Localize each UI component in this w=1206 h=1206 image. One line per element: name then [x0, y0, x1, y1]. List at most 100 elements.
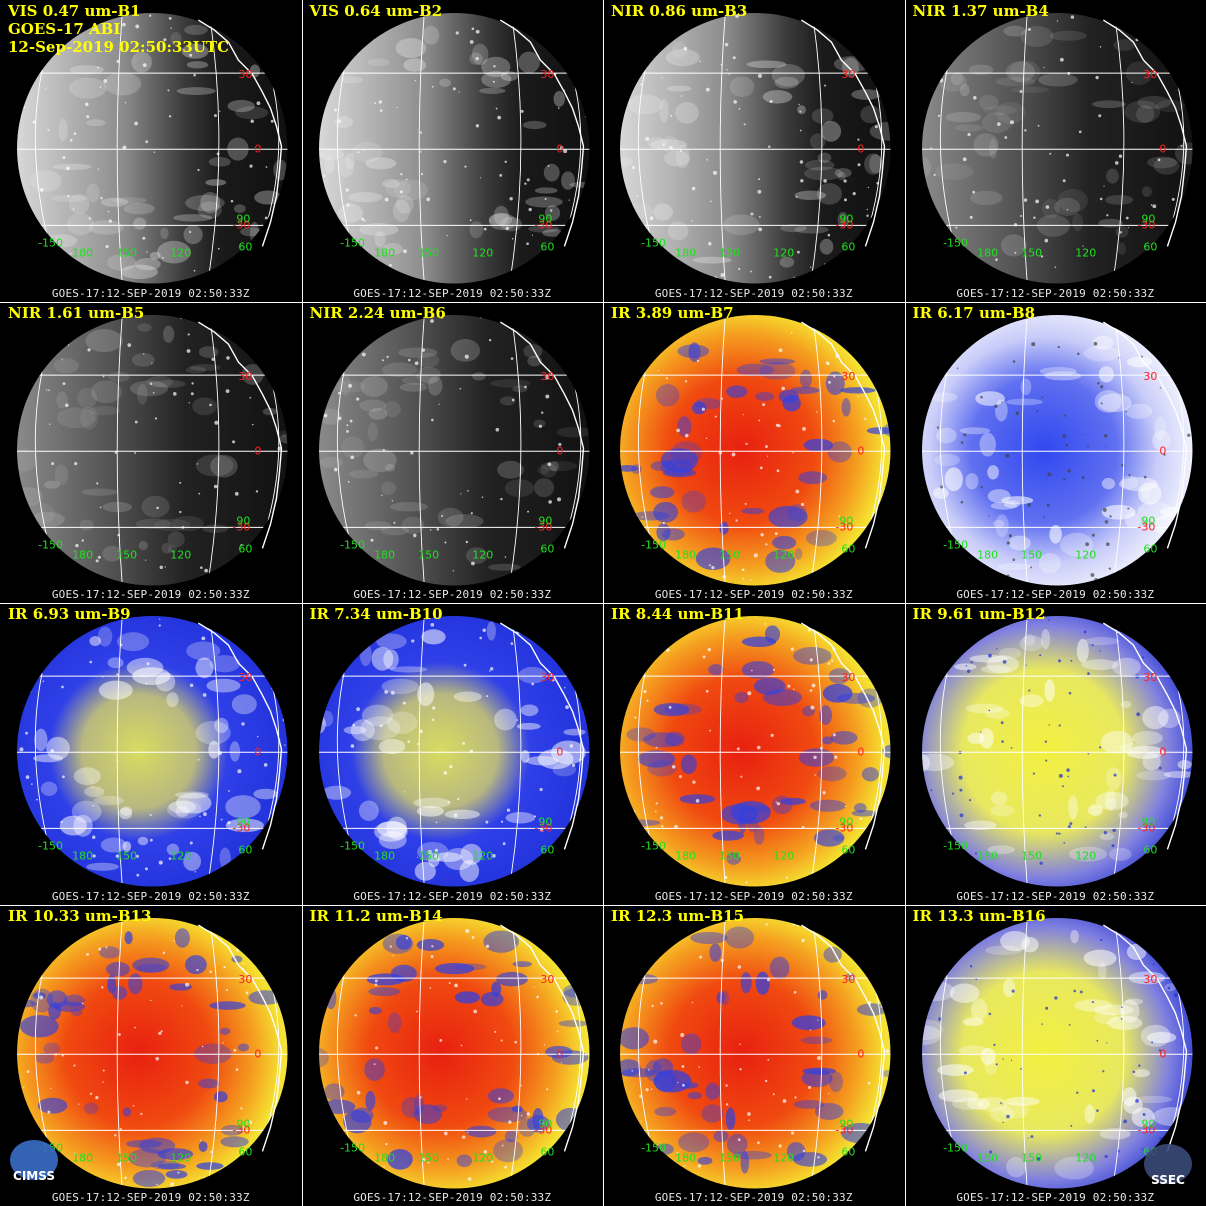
band-title: NIR 1.61 um-B5	[8, 303, 145, 322]
satellite-name: GOES-17 ABI	[8, 20, 121, 38]
latitude-label: 30	[540, 671, 554, 684]
longitude-label: 150	[719, 1151, 740, 1164]
latitude-label: 0	[556, 745, 563, 758]
longitude-label: -150	[38, 839, 63, 852]
band-panel: 30 0 -30 -150 180 150 120 90 60 VIS 0.64 um-B2 GOE…	[301, 0, 603, 302]
longitude-label: 150	[116, 548, 137, 561]
band-panel: 30 0 -30 -150 180 150 120 90 60 IR 3.89 um-B7 GOES…	[603, 301, 905, 603]
longitude-label: 90	[538, 1117, 552, 1130]
coastline	[197, 622, 283, 850]
longitude-label: 180	[675, 849, 696, 862]
latitude-label: -30	[534, 218, 552, 231]
panel-timestamp: GOES-17:12-SEP-2019 02:50:33Z	[654, 286, 853, 300]
latitude-label: -30	[232, 1123, 250, 1136]
longitude-label: -150	[943, 236, 968, 249]
latlon-grid	[17, 13, 288, 283]
latitude-label: 0	[857, 142, 864, 155]
longitude-label: -150	[641, 236, 666, 249]
latitude-label: -30	[835, 821, 853, 834]
longitude-label: 180	[675, 246, 696, 259]
latitude-label: 0	[254, 142, 261, 155]
latitude-label: -30	[835, 1123, 853, 1136]
latitude-label: 0	[1159, 142, 1166, 155]
longitude-label: 60	[841, 240, 855, 253]
longitude-label: -150	[340, 839, 365, 852]
coastline	[197, 923, 283, 1152]
longitude-label: 180	[977, 849, 998, 862]
svg-text:SSEC: SSEC	[1151, 1173, 1185, 1187]
panel-divider	[0, 904, 1206, 906]
panel-timestamp: GOES-17:12-SEP-2019 02:50:33Z	[956, 1191, 1155, 1204]
longitude-label: 120	[773, 548, 794, 561]
latitude-label: -30	[1137, 218, 1155, 231]
panel-timestamp: GOES-17:12-SEP-2019 02:50:33Z	[353, 588, 552, 601]
longitude-label: 180	[374, 849, 395, 862]
band-title: VIS 0.47 um-B1	[8, 2, 141, 20]
latitude-label: 0	[254, 745, 261, 758]
longitude-label: 90	[236, 815, 250, 828]
longitude-label: 120	[1075, 849, 1096, 862]
band-title: IR 7.34 um-B10	[309, 605, 443, 623]
latlon-grid	[17, 616, 288, 886]
longitude-label: -150	[641, 538, 666, 551]
longitude-label: -150	[340, 538, 365, 551]
longitude-label: 150	[719, 548, 740, 561]
latitude-label: -30	[232, 520, 250, 533]
latitude-label: 0	[1159, 745, 1166, 758]
longitude-label: 90	[538, 815, 552, 828]
longitude-label: 120	[170, 548, 191, 561]
latlon-grid	[921, 13, 1192, 283]
longitude-label: -150	[943, 1141, 968, 1154]
coastline	[1102, 923, 1187, 1152]
band-title: IR 10.33 um-B13	[8, 906, 152, 925]
latitude-label: 0	[1159, 1047, 1166, 1060]
panel-timestamp: GOES-17:12-SEP-2019 02:50:33Z	[654, 1191, 853, 1204]
longitude-label: 90	[839, 815, 853, 828]
coastline	[499, 320, 584, 549]
coastline	[197, 19, 283, 247]
latitude-label: -30	[534, 520, 552, 533]
longitude-label: -150	[943, 839, 968, 852]
latlon-grid	[620, 315, 891, 585]
longitude-label: -150	[641, 1141, 666, 1154]
latitude-label: -30	[232, 218, 250, 231]
latitude-label: 30	[540, 370, 554, 383]
longitude-label: 120	[472, 1151, 493, 1164]
longitude-label: 60	[1143, 843, 1157, 856]
longitude-label: 90	[236, 514, 250, 527]
latitude-label: -30	[534, 821, 552, 834]
longitude-label: 180	[72, 548, 93, 561]
coastline	[1102, 19, 1187, 247]
longitude-label: -150	[38, 538, 63, 551]
longitude-label: 150	[719, 246, 740, 259]
longitude-label: 60	[238, 240, 252, 253]
band-title: IR 3.89 um-B7	[611, 303, 734, 322]
latlon-grid	[620, 13, 891, 283]
longitude-label: -150	[38, 236, 63, 249]
latlon-grid	[921, 315, 1192, 585]
longitude-label: 60	[540, 240, 554, 253]
longitude-label: 180	[72, 1151, 93, 1164]
latitude-label: 30	[841, 370, 855, 383]
coastline	[499, 19, 584, 247]
longitude-label: 60	[841, 542, 855, 555]
panel-timestamp: GOES-17:12-SEP-2019 02:50:33Z	[51, 1191, 250, 1204]
latitude-label: 30	[1143, 973, 1157, 986]
latitude-label: -30	[1137, 1123, 1155, 1136]
latitude-label: 30	[238, 370, 252, 383]
band-title: NIR 0.86 um-B3	[611, 2, 748, 20]
band-title: NIR 1.37 um-B4	[912, 2, 1049, 20]
panel-timestamp: GOES-17:12-SEP-2019 02:50:33Z	[353, 889, 552, 903]
longitude-label: 150	[116, 246, 137, 259]
longitude-label: 60	[841, 843, 855, 856]
